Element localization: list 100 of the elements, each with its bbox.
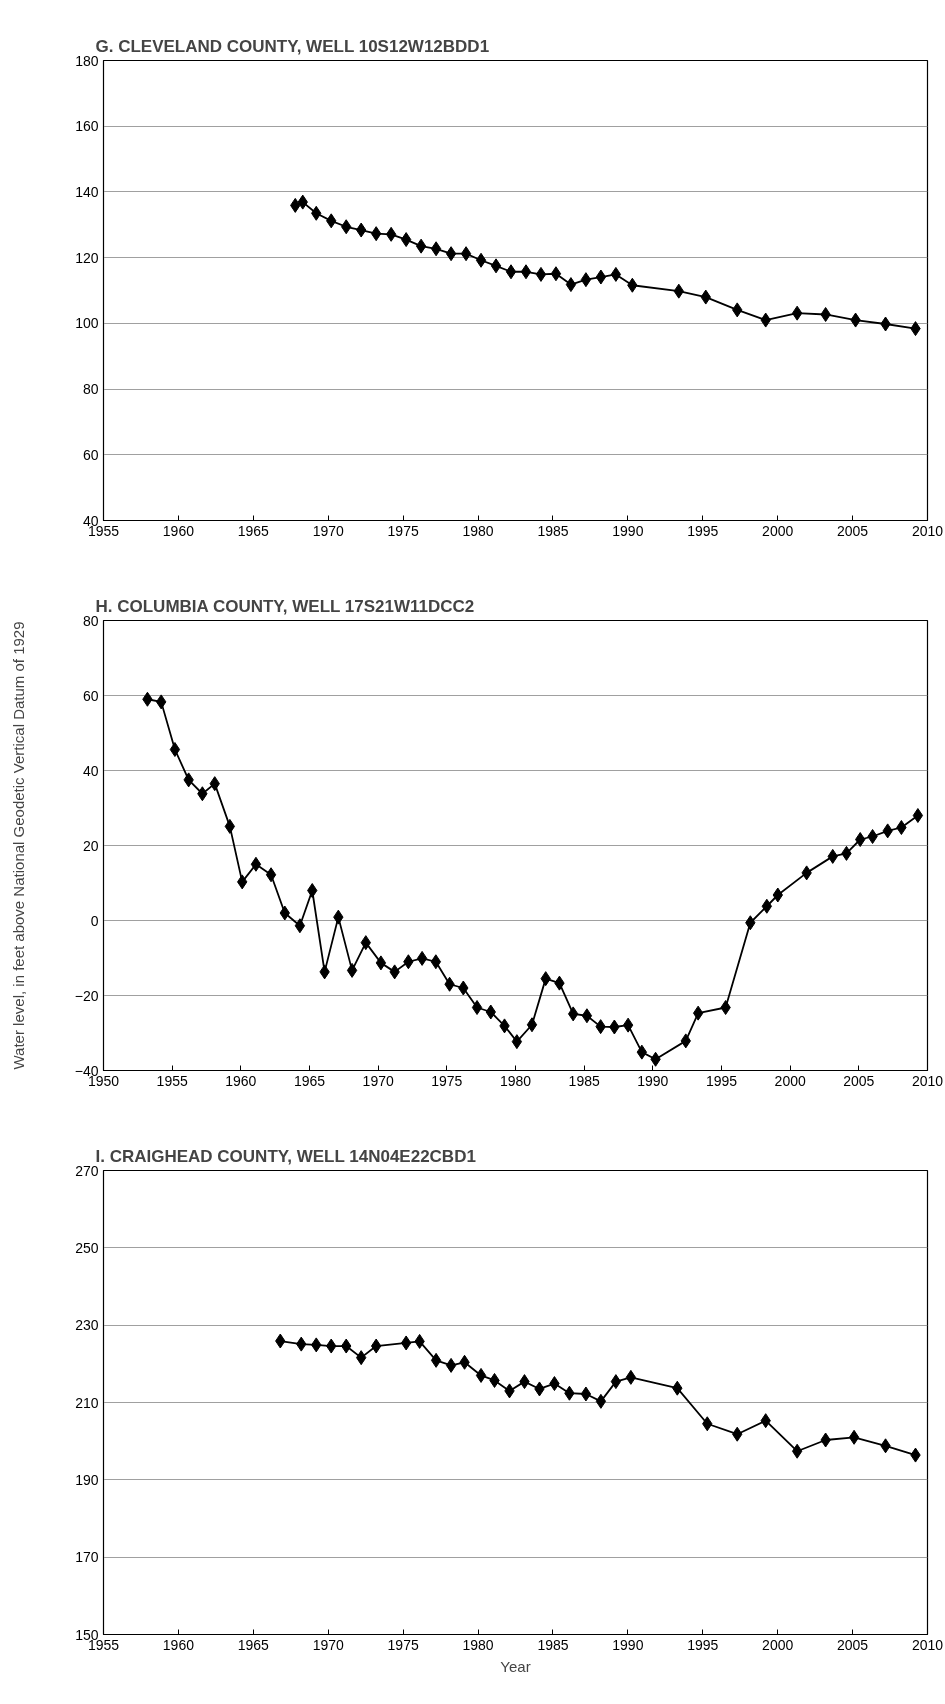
x-tick-label: 1965 bbox=[237, 522, 270, 539]
point bbox=[625, 1369, 637, 1385]
x-tick-label: 1965 bbox=[237, 1636, 270, 1653]
x-tick-label: 1955 bbox=[156, 1072, 188, 1089]
point bbox=[475, 1367, 487, 1383]
point bbox=[169, 742, 181, 757]
point bbox=[445, 1357, 457, 1373]
point bbox=[400, 1335, 412, 1351]
point bbox=[416, 950, 428, 966]
x-tick-label: 2000 bbox=[762, 522, 794, 539]
y-tick-label: −20 bbox=[74, 987, 99, 1004]
x-tick-label: 1975 bbox=[387, 1636, 419, 1653]
point bbox=[610, 1374, 622, 1390]
x-tick-label: 2005 bbox=[843, 1072, 875, 1089]
x-tick-label: 1970 bbox=[362, 1072, 394, 1089]
point bbox=[250, 856, 262, 872]
point bbox=[526, 1017, 538, 1033]
point bbox=[867, 829, 878, 844]
point bbox=[400, 232, 412, 248]
point bbox=[791, 305, 803, 321]
point bbox=[610, 266, 622, 282]
point bbox=[622, 1017, 634, 1033]
point bbox=[580, 1386, 592, 1402]
y-tick-label: 20 bbox=[82, 837, 99, 854]
y-tick-label: 250 bbox=[75, 1239, 99, 1256]
y-tick-label: 60 bbox=[82, 446, 99, 463]
x-tick-label: 2010 bbox=[911, 1072, 944, 1089]
y-tick-label: 230 bbox=[75, 1317, 99, 1334]
x-tick-label: 1965 bbox=[293, 1072, 326, 1089]
point bbox=[307, 883, 318, 898]
x-tick-label: 2005 bbox=[837, 1636, 869, 1653]
y-tick-label: 80 bbox=[82, 381, 99, 398]
x-tick-label: 2005 bbox=[837, 522, 869, 539]
y-tick-label: 160 bbox=[75, 118, 99, 135]
x-tick-label: 1995 bbox=[687, 522, 719, 539]
point bbox=[720, 1000, 731, 1015]
point bbox=[415, 238, 427, 254]
point bbox=[855, 832, 866, 847]
y-tick-label: 0 bbox=[90, 912, 99, 929]
y-tick-label: 170 bbox=[75, 1549, 99, 1566]
y-tick-label: 100 bbox=[75, 315, 99, 332]
x-tick-label: 1995 bbox=[705, 1072, 738, 1089]
x-tick-label: 1985 bbox=[568, 1072, 600, 1089]
x-tick-label: 1970 bbox=[312, 1636, 345, 1653]
x-tick-label: 1960 bbox=[225, 1072, 257, 1089]
point bbox=[265, 867, 277, 883]
point bbox=[375, 955, 387, 971]
point bbox=[791, 1443, 803, 1459]
point bbox=[912, 808, 924, 823]
x-tick-label: 1970 bbox=[312, 522, 345, 539]
x-tick-label: 1990 bbox=[612, 1636, 644, 1653]
point bbox=[595, 269, 607, 285]
x-tick-label: 2010 bbox=[911, 522, 944, 539]
x-tick-label: 1960 bbox=[162, 522, 195, 539]
point bbox=[294, 918, 306, 934]
point bbox=[385, 226, 397, 242]
point bbox=[475, 252, 487, 268]
x-tick-label: 1990 bbox=[612, 522, 644, 539]
point bbox=[224, 818, 236, 834]
point bbox=[581, 1008, 593, 1024]
x-tick-label: 1980 bbox=[499, 1072, 532, 1089]
y-tick-label: 120 bbox=[75, 249, 99, 266]
x-tick-label: 2010 bbox=[911, 1636, 944, 1653]
point bbox=[580, 272, 592, 288]
point bbox=[848, 1429, 860, 1445]
x-tick-label: 1990 bbox=[637, 1072, 669, 1089]
point bbox=[595, 1393, 607, 1409]
x-axis-title: Year bbox=[500, 1657, 531, 1675]
y-tick-label: 210 bbox=[75, 1394, 99, 1411]
x-tick-label: 1975 bbox=[431, 1072, 463, 1089]
point bbox=[896, 820, 907, 835]
point bbox=[471, 1000, 483, 1015]
point bbox=[430, 954, 442, 970]
y-tick-label: 40 bbox=[82, 762, 99, 779]
y-axis-title: Water level, in feet above National Geodetic Vertical Datum of 1929 bbox=[9, 621, 27, 1070]
x-tick-label: 1985 bbox=[537, 1636, 569, 1653]
point bbox=[505, 264, 517, 280]
point bbox=[430, 1352, 442, 1368]
x-tick-label: 1995 bbox=[687, 1636, 719, 1653]
x-tick-label: 2000 bbox=[774, 1072, 806, 1089]
point bbox=[636, 1044, 648, 1060]
point bbox=[490, 258, 502, 274]
point bbox=[430, 241, 442, 257]
x-tick-label: 1960 bbox=[162, 1636, 195, 1653]
point bbox=[535, 266, 547, 282]
point bbox=[460, 246, 472, 262]
point bbox=[511, 1034, 523, 1050]
y-tick-label: 190 bbox=[75, 1471, 99, 1488]
point bbox=[692, 1005, 704, 1021]
point bbox=[565, 277, 577, 293]
x-tick-label: 1980 bbox=[462, 522, 494, 539]
x-tick-label: 1980 bbox=[462, 1636, 494, 1653]
x-tick-label: 2000 bbox=[762, 1636, 794, 1653]
y-tick-label: 140 bbox=[75, 183, 99, 200]
point bbox=[520, 264, 532, 280]
x-tick-label: 1975 bbox=[387, 522, 419, 539]
point bbox=[445, 246, 457, 262]
point bbox=[346, 962, 358, 978]
y-tick-label: 60 bbox=[82, 687, 99, 704]
point bbox=[550, 266, 562, 282]
